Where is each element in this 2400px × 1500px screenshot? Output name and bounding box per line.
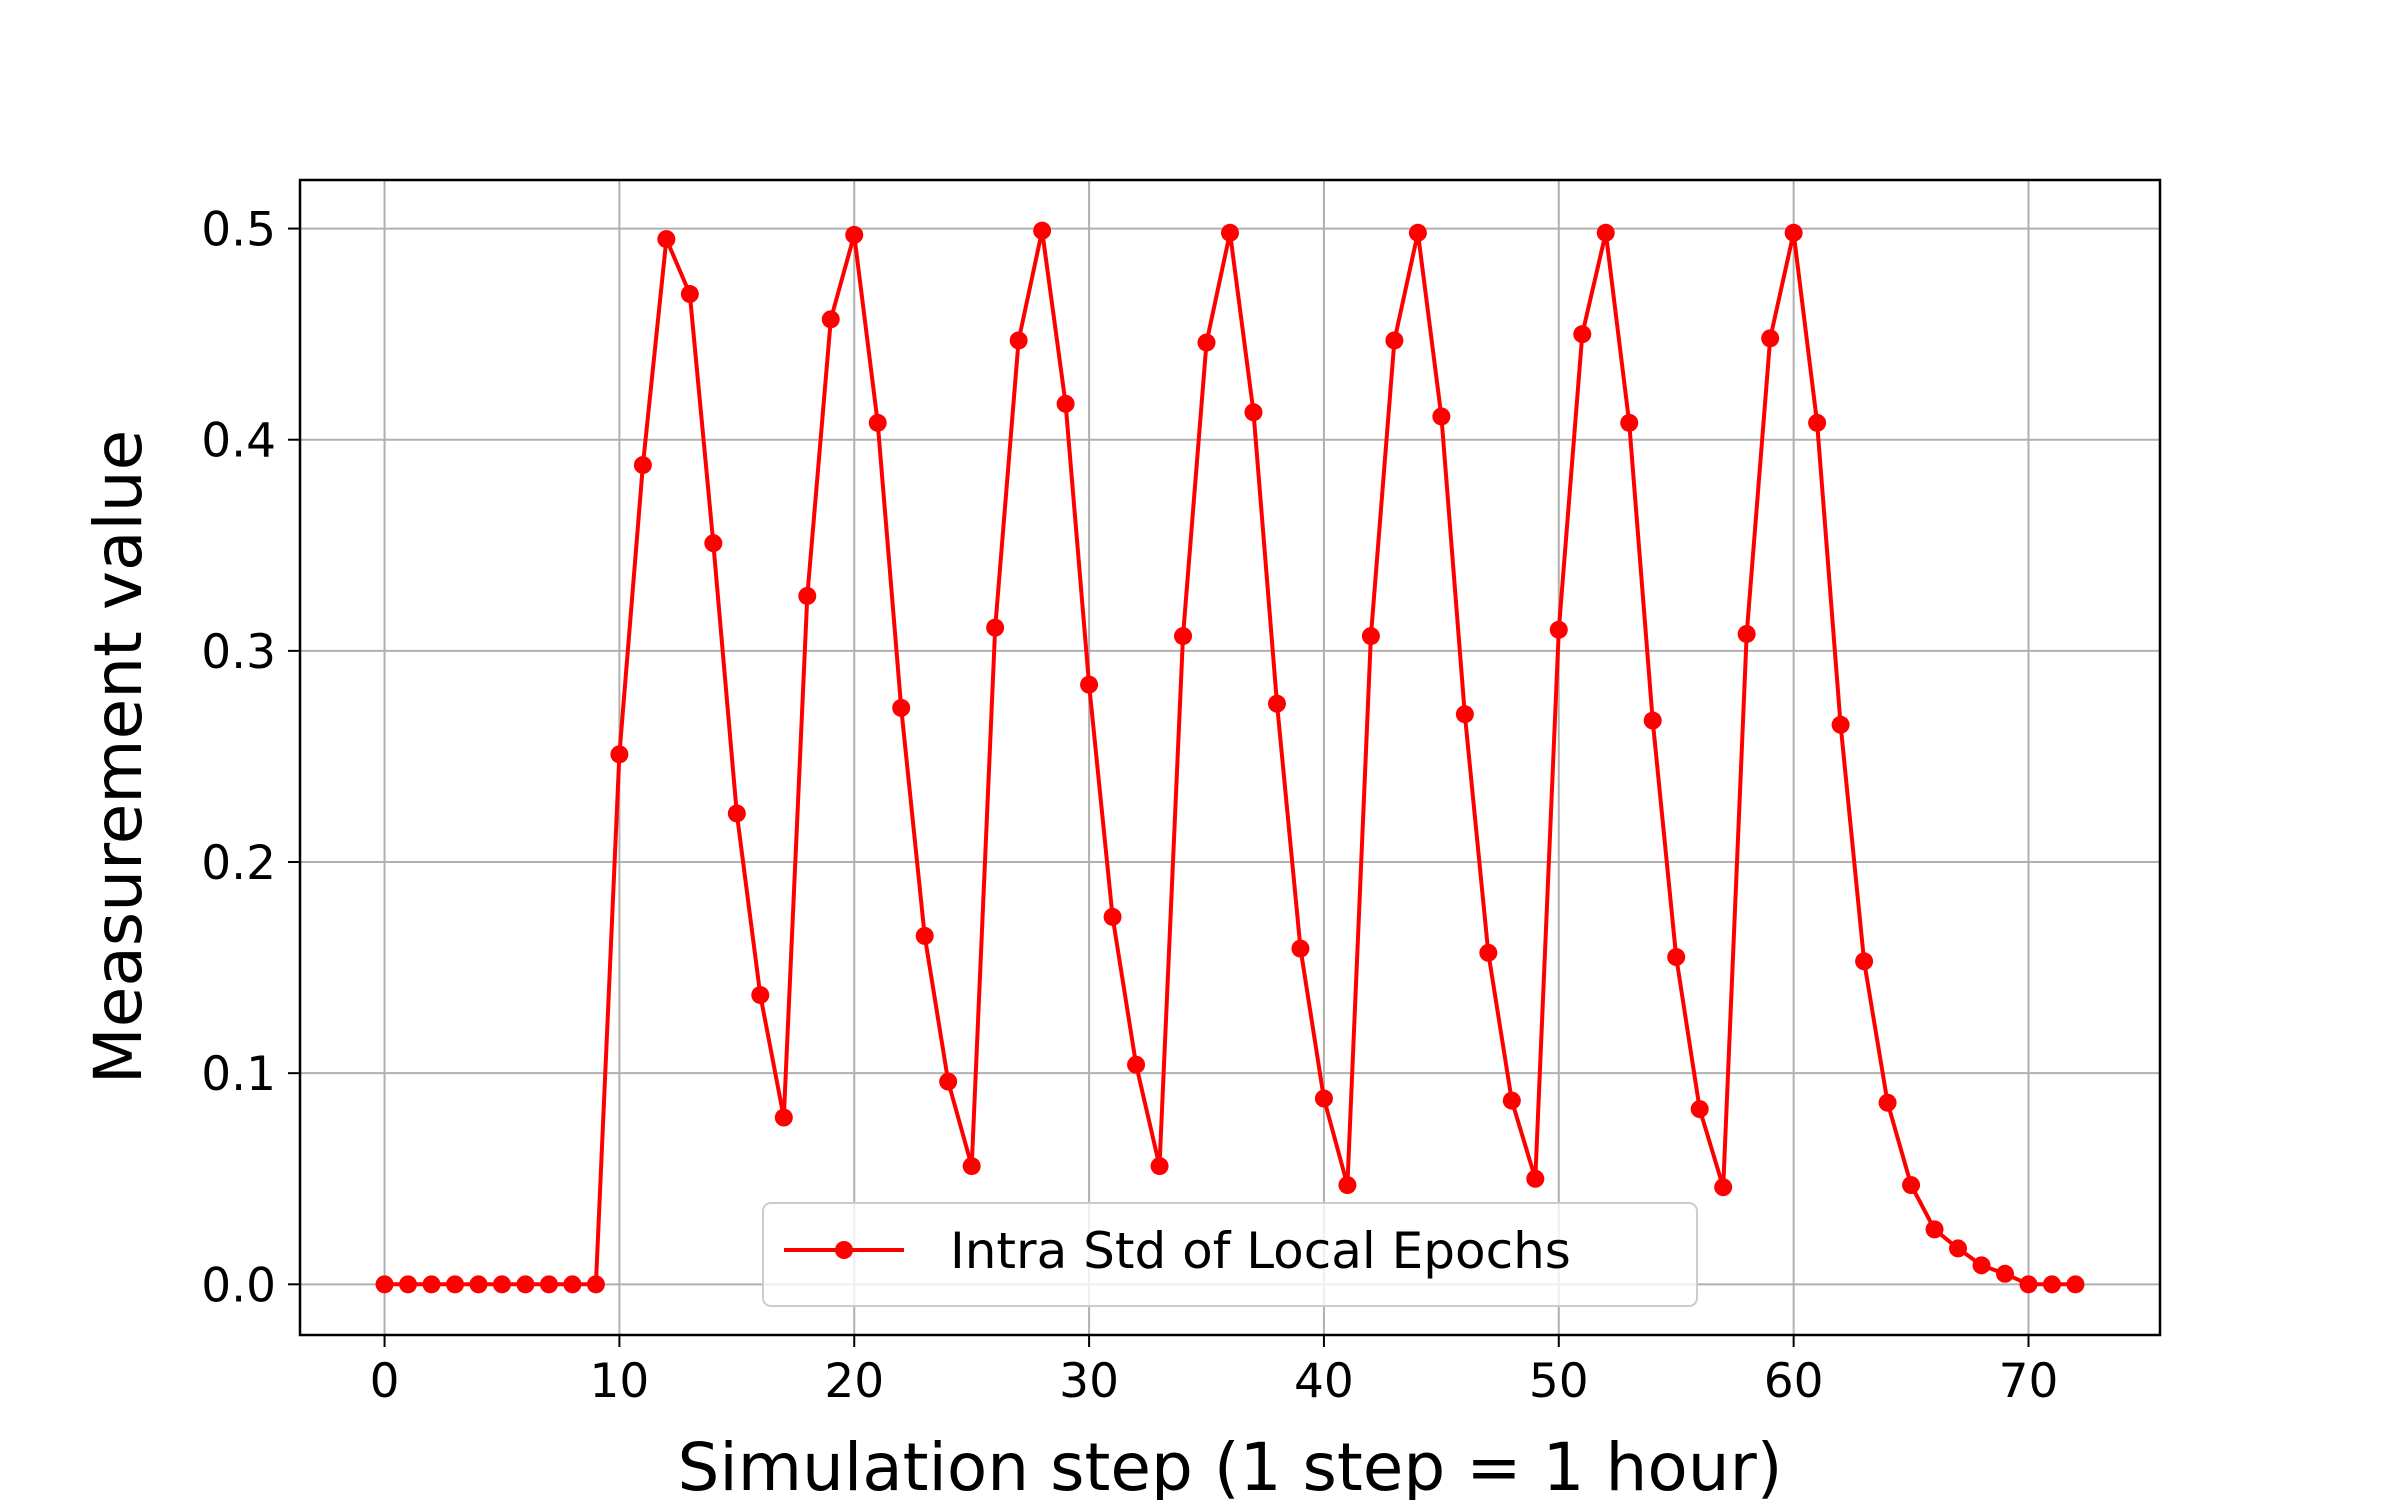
data-point xyxy=(399,1275,418,1294)
data-point xyxy=(492,1275,511,1294)
data-point xyxy=(1267,694,1286,713)
data-point xyxy=(1221,223,1239,242)
data-point xyxy=(633,456,652,475)
data-point xyxy=(586,1275,605,1294)
data-point xyxy=(1361,627,1380,646)
data-point xyxy=(1831,715,1850,734)
data-point xyxy=(1643,711,1662,730)
data-point xyxy=(1902,1176,1921,1195)
data-point xyxy=(1502,1091,1521,1110)
legend-label: Intra Std of Local Epochs xyxy=(950,1222,1571,1280)
data-point xyxy=(1174,627,1193,646)
y-axis-label: Measurement value xyxy=(80,430,157,1084)
data-point xyxy=(2042,1275,2061,1294)
data-point xyxy=(1314,1089,1333,1108)
data-point xyxy=(1855,952,1874,971)
data-point xyxy=(1103,907,1122,926)
data-point xyxy=(1949,1239,1968,1258)
data-point xyxy=(704,534,723,553)
data-point xyxy=(1033,221,1052,240)
x-tick-label: 10 xyxy=(589,1354,649,1409)
data-point xyxy=(1150,1157,1169,1176)
x-tick-label: 30 xyxy=(1059,1354,1119,1409)
data-point xyxy=(1244,403,1263,422)
data-point xyxy=(1479,943,1498,962)
data-point xyxy=(1996,1264,2014,1283)
data-point xyxy=(610,745,629,764)
data-point xyxy=(680,285,699,304)
data-point xyxy=(821,310,840,329)
data-point xyxy=(774,1108,793,1127)
data-point xyxy=(446,1275,464,1294)
data-point xyxy=(1408,223,1427,242)
data-point xyxy=(563,1275,582,1294)
data-point xyxy=(845,225,864,244)
data-point xyxy=(1455,705,1474,724)
data-point xyxy=(1761,329,1780,348)
data-point xyxy=(868,413,887,432)
data-point xyxy=(1925,1220,1944,1239)
x-tick-label: 40 xyxy=(1294,1354,1354,1409)
data-point xyxy=(798,586,817,605)
data-point xyxy=(1878,1093,1897,1112)
data-point xyxy=(1596,223,1615,242)
data-point xyxy=(1009,331,1028,350)
data-point xyxy=(1620,413,1639,432)
legend: Intra Std of Local Epochs xyxy=(762,1202,1698,1307)
y-tick-label: 0.1 xyxy=(201,1047,276,1102)
x-tick-label: 70 xyxy=(1999,1354,2059,1409)
data-point xyxy=(469,1275,488,1294)
data-point xyxy=(1291,939,1310,958)
data-point xyxy=(2066,1275,2085,1294)
legend-marker-swatch xyxy=(835,1241,853,1259)
data-point xyxy=(1056,394,1075,413)
data-point xyxy=(1573,325,1592,344)
x-axis-label: Simulation step (1 step = 1 hour) xyxy=(678,1429,1783,1500)
data-point xyxy=(1127,1055,1146,1074)
data-point xyxy=(727,804,746,823)
data-point xyxy=(939,1072,958,1091)
plot-background xyxy=(300,180,2160,1335)
data-point xyxy=(375,1275,394,1294)
data-point xyxy=(962,1157,981,1176)
x-tick-label: 0 xyxy=(370,1354,400,1409)
data-point xyxy=(986,618,1005,637)
y-tick-label: 0.3 xyxy=(201,625,276,680)
data-point xyxy=(1526,1169,1545,1188)
data-point xyxy=(1197,333,1216,352)
data-point xyxy=(1690,1100,1709,1119)
data-point xyxy=(915,926,934,945)
data-point xyxy=(1714,1178,1733,1197)
data-point xyxy=(1737,624,1756,643)
x-tick-label: 50 xyxy=(1529,1354,1589,1409)
data-point xyxy=(422,1275,441,1294)
data-point xyxy=(1080,675,1099,694)
data-point xyxy=(751,986,770,1005)
data-point xyxy=(1808,413,1827,432)
data-point xyxy=(1432,407,1451,426)
data-point xyxy=(516,1275,535,1294)
y-tick-label: 0.2 xyxy=(201,836,276,891)
y-tick-label: 0.5 xyxy=(201,203,276,258)
data-point xyxy=(657,230,676,249)
series-layer xyxy=(375,221,2085,1294)
x-tick-label: 20 xyxy=(824,1354,884,1409)
y-tick-label: 0.0 xyxy=(201,1258,276,1313)
data-point xyxy=(1972,1256,1991,1275)
ticks: 0 10 20 30 40 50 60 70 0.0 0.1 0.2 0.3 0.4 0.5 xyxy=(201,203,2058,1409)
y-tick-label: 0.4 xyxy=(201,414,276,469)
data-point xyxy=(1549,620,1568,639)
data-point xyxy=(2019,1275,2038,1294)
data-point xyxy=(1385,331,1404,350)
legend-box xyxy=(762,1202,1698,1307)
data-point xyxy=(892,698,911,717)
data-point xyxy=(1667,948,1686,967)
data-point xyxy=(1338,1176,1357,1195)
x-tick-label: 60 xyxy=(1764,1354,1824,1409)
plot-frame xyxy=(298,178,2162,1337)
data-point xyxy=(539,1275,558,1294)
data-point xyxy=(1784,223,1803,242)
